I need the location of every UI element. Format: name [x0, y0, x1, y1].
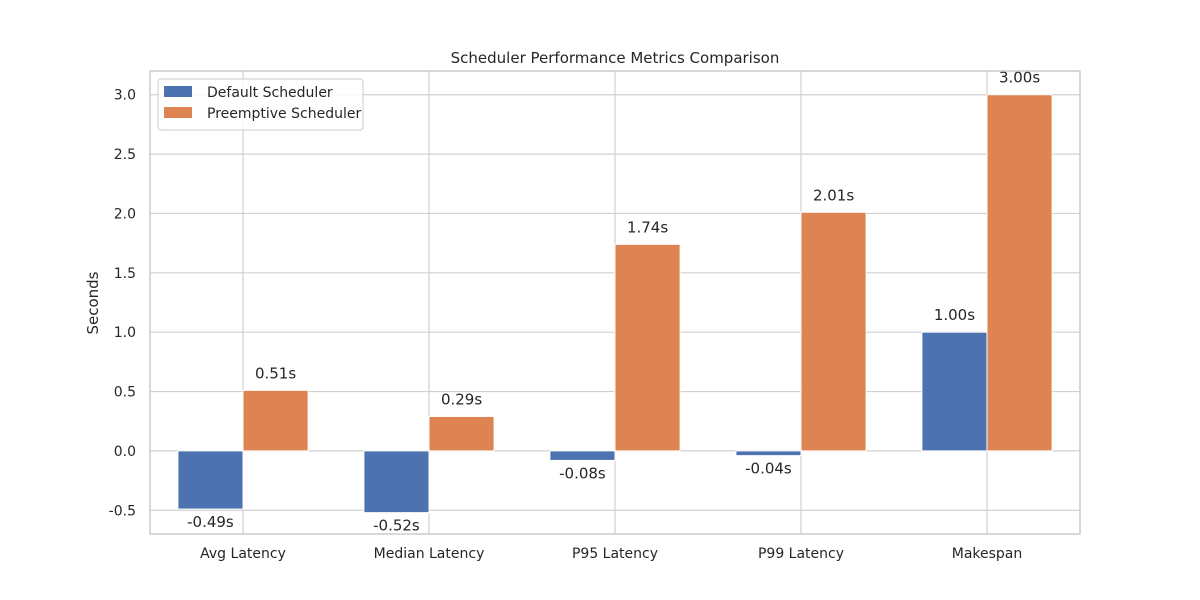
y-tick-label: 2.0 [114, 206, 136, 222]
y-tick-label: 2.5 [114, 147, 136, 163]
bar-default-scheduler-p95-latency [549, 450, 616, 461]
chart-title: Scheduler Performance Metrics Comparison [451, 49, 780, 67]
x-tick-label-makespan: Makespan [952, 546, 1023, 562]
y-axis-label: Seconds [84, 271, 102, 334]
plot-frame [149, 70, 1081, 535]
bar-default-scheduler-median-latency [363, 450, 430, 514]
y-tick-label: 0.5 [114, 385, 136, 401]
bar-default-scheduler-p99-latency [735, 450, 802, 457]
bar-preemptive-scheduler-avg-latency [242, 389, 309, 452]
legend-swatch-default-scheduler [164, 86, 192, 97]
bar-preemptive-scheduler-median-latency [428, 415, 495, 452]
bar-label-default-scheduler-p95-latency: -0.08s [559, 464, 606, 482]
y-tick-label: 3.0 [114, 88, 136, 104]
x-tick-label-p95-latency: P95 Latency [572, 546, 658, 562]
legend-box [157, 78, 364, 131]
bar-label-default-scheduler-p99-latency: -0.04s [745, 460, 792, 478]
y-tick-label: 1.0 [114, 325, 136, 341]
bar-preemptive-scheduler-makespan [986, 94, 1053, 452]
bar-label-preemptive-scheduler-p95-latency: 1.74s [627, 218, 668, 236]
legend-label-preemptive-scheduler: Preemptive Scheduler [207, 106, 361, 122]
bar-label-default-scheduler-avg-latency: -0.49s [187, 513, 234, 531]
legend-label-default-scheduler: Default Scheduler [207, 85, 333, 101]
bar-label-preemptive-scheduler-avg-latency: 0.51s [255, 364, 296, 382]
y-tick-label: -0.5 [109, 503, 136, 519]
legend: Default Scheduler Preemptive Scheduler [157, 78, 364, 131]
bar-label-preemptive-scheduler-makespan: 3.00s [999, 69, 1040, 87]
bar-labels-layer: -0.49s -0.52s -0.08s -0.04s 1.00s 0.51s 0.29s 1… [187, 69, 1040, 535]
legend-swatch-preemptive-scheduler [164, 107, 192, 118]
bar-label-preemptive-scheduler-median-latency: 0.29s [441, 390, 482, 408]
x-tick-label-avg-latency: Avg Latency [200, 546, 286, 562]
y-tick-label: 1.5 [114, 266, 136, 282]
bar-label-preemptive-scheduler-p99-latency: 2.01s [813, 186, 854, 204]
bar-label-default-scheduler-median-latency: -0.52s [373, 517, 420, 535]
bars-layer [177, 94, 1053, 514]
bar-default-scheduler-makespan [921, 331, 988, 452]
bar-default-scheduler-avg-latency [177, 450, 244, 510]
x-tick-label-median-latency: Median Latency [374, 546, 485, 562]
x-tick-label-p99-latency: P99 Latency [758, 546, 844, 562]
ticks-layer: -0.5 0.0 0.5 1.0 1.5 2.0 2.5 3.0 Avg Latency Medi… [109, 88, 1023, 562]
bar-label-default-scheduler-makespan: 1.00s [934, 306, 975, 324]
bar-preemptive-scheduler-p99-latency [800, 211, 867, 452]
y-tick-label: 0.0 [114, 444, 136, 460]
bar-preemptive-scheduler-p95-latency [614, 243, 681, 452]
